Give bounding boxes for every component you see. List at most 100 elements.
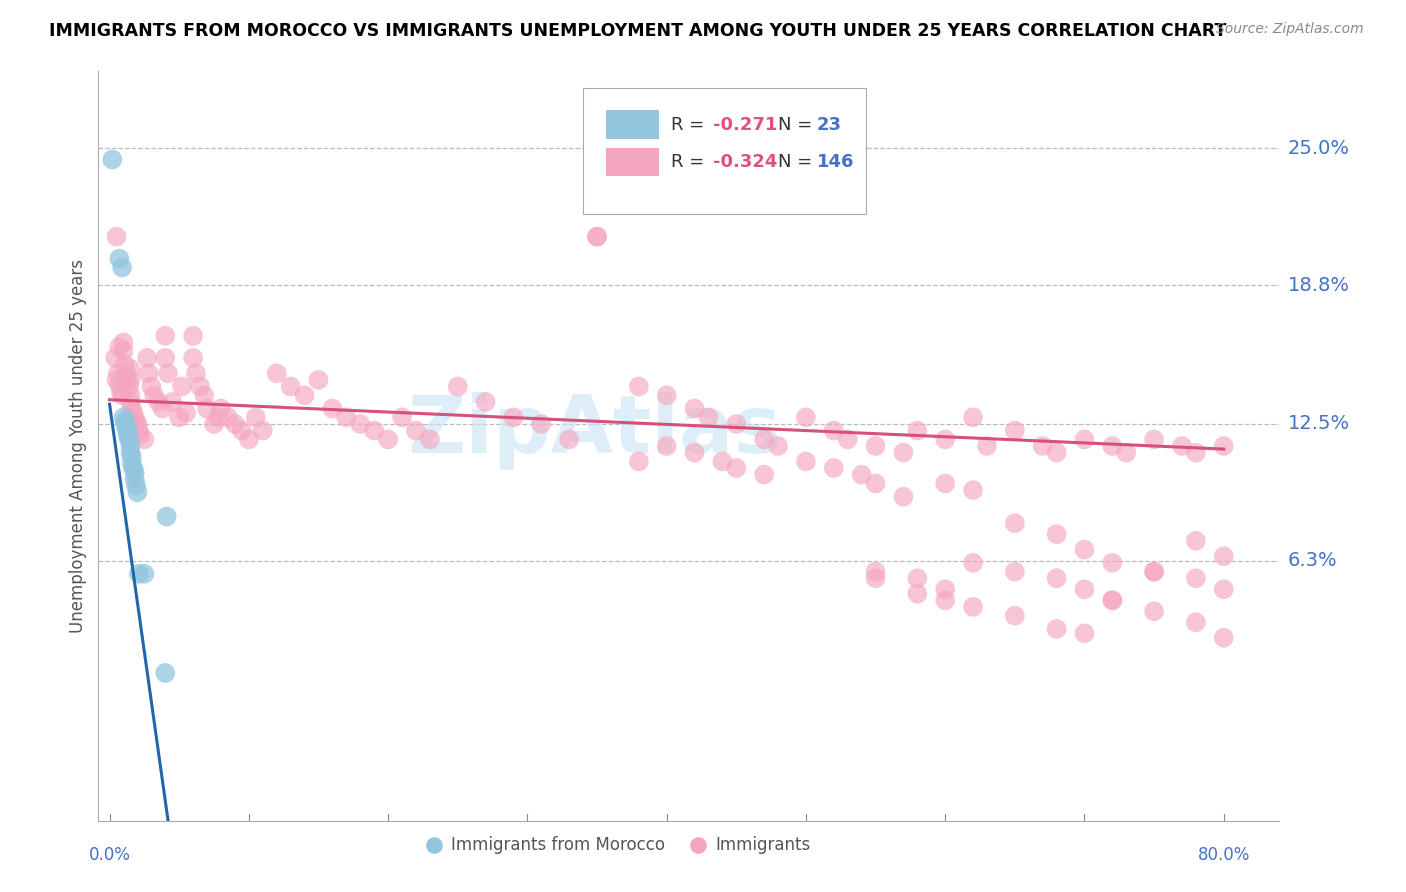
Point (962, 599, 984, 614)
Point (188, 379, 211, 393)
Point (905, 424, 928, 438)
Text: IMMIGRANTS FROM MOROCCO VS IMMIGRANTS UNEMPLOYMENT AMONG YOUTH UNDER 25 YEARS CO: IMMIGRANTS FROM MOROCCO VS IMMIGRANTS UN… (49, 22, 1226, 40)
Point (865, 439, 887, 453)
Text: 12.5%: 12.5% (1288, 415, 1350, 434)
Point (193, 388, 215, 402)
Point (655, 439, 678, 453)
Point (851, 467, 873, 482)
Point (209, 401, 232, 416)
Point (1212, 439, 1234, 453)
Point (252, 424, 274, 438)
Point (152, 401, 174, 416)
Point (1143, 565, 1166, 579)
Point (134, 566, 156, 581)
Point (124, 466, 146, 480)
Point (112, 410, 135, 425)
Text: 25.0%: 25.0% (1288, 139, 1350, 158)
Text: 6.3%: 6.3% (1288, 551, 1337, 570)
Text: -0.271: -0.271 (713, 116, 778, 134)
Point (138, 366, 160, 380)
Point (121, 457, 143, 471)
Bar (606, 111, 659, 139)
Point (181, 328, 204, 343)
Point (502, 410, 524, 425)
Point (865, 571, 887, 585)
Point (111, 388, 134, 402)
Point (238, 433, 260, 447)
Point (134, 433, 156, 447)
Point (530, 417, 553, 431)
Point (1171, 439, 1194, 453)
Point (1046, 622, 1069, 636)
Legend: Immigrants from Morocco, Immigrants: Immigrants from Morocco, Immigrants (419, 830, 817, 861)
Point (905, 587, 928, 601)
Text: Source: ZipAtlas.com: Source: ZipAtlas.com (1216, 22, 1364, 37)
Point (156, 509, 179, 524)
Text: 80.0%: 80.0% (1198, 846, 1250, 863)
Point (1073, 433, 1095, 447)
Point (120, 388, 142, 402)
Point (865, 476, 887, 491)
Point (231, 424, 253, 438)
Point (1004, 516, 1026, 530)
Point (1004, 565, 1026, 579)
Point (120, 439, 142, 453)
Point (202, 417, 225, 431)
Point (128, 566, 150, 581)
Point (155, 665, 177, 680)
Point (1032, 439, 1054, 453)
Point (1004, 424, 1026, 438)
Point (129, 428, 152, 442)
Text: N =: N = (778, 153, 817, 171)
Point (266, 366, 288, 380)
Point (117, 421, 139, 435)
Point (110, 384, 132, 398)
Point (837, 433, 859, 447)
Point (101, 153, 124, 167)
Point (184, 366, 207, 380)
Point (245, 410, 267, 425)
Point (108, 340, 131, 354)
Point (474, 395, 496, 409)
Point (167, 410, 190, 425)
Point (905, 571, 928, 585)
Point (752, 467, 775, 482)
Point (1212, 549, 1234, 564)
Text: 23: 23 (817, 116, 842, 134)
Point (280, 379, 302, 393)
Point (115, 366, 138, 380)
Point (962, 556, 984, 570)
Point (155, 351, 177, 365)
Point (115, 417, 138, 431)
Point (766, 439, 789, 453)
Point (655, 388, 678, 402)
Text: R =: R = (671, 116, 710, 134)
Point (112, 344, 135, 359)
Point (1073, 626, 1095, 640)
Point (697, 410, 720, 425)
Point (1101, 593, 1123, 607)
Point (976, 439, 998, 453)
Text: 18.8%: 18.8% (1288, 276, 1350, 294)
Point (725, 417, 748, 431)
Point (122, 461, 145, 475)
Point (121, 450, 143, 464)
Point (124, 410, 146, 425)
Point (224, 417, 246, 431)
Point (794, 454, 817, 468)
Point (893, 445, 915, 459)
Point (1046, 571, 1069, 585)
Bar (606, 148, 659, 177)
Point (1185, 571, 1208, 585)
Point (794, 410, 817, 425)
Point (683, 445, 706, 459)
Point (558, 433, 581, 447)
Point (934, 582, 956, 597)
Text: 0.0%: 0.0% (89, 846, 131, 863)
Text: 146: 146 (817, 153, 853, 171)
Point (1101, 593, 1123, 607)
FancyBboxPatch shape (582, 87, 866, 214)
Point (105, 229, 128, 244)
Point (121, 401, 143, 416)
Point (117, 428, 139, 442)
